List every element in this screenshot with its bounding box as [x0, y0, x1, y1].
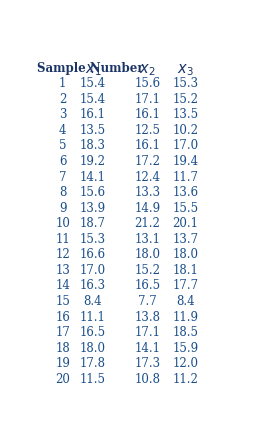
Text: 15: 15 — [55, 295, 70, 308]
Text: 11.2: 11.2 — [173, 373, 199, 386]
Text: 13.5: 13.5 — [80, 124, 106, 137]
Text: Sample Number: Sample Number — [36, 62, 143, 75]
Text: 12.0: 12.0 — [173, 357, 199, 370]
Text: 21.2: 21.2 — [134, 217, 160, 230]
Text: 15.4: 15.4 — [80, 93, 106, 106]
Text: 17.1: 17.1 — [134, 326, 160, 339]
Text: 14.9: 14.9 — [134, 202, 160, 214]
Text: 13.3: 13.3 — [134, 186, 160, 199]
Text: 13.9: 13.9 — [80, 202, 106, 214]
Text: 16.5: 16.5 — [80, 326, 106, 339]
Text: 11.5: 11.5 — [80, 373, 106, 386]
Text: 16.1: 16.1 — [134, 139, 160, 152]
Text: 2: 2 — [59, 93, 66, 106]
Text: 16: 16 — [55, 310, 70, 324]
Text: 9: 9 — [59, 202, 67, 214]
Text: 19.4: 19.4 — [173, 155, 199, 168]
Text: 11: 11 — [55, 233, 70, 246]
Text: 18.5: 18.5 — [173, 326, 199, 339]
Text: 15.2: 15.2 — [173, 93, 199, 106]
Text: 18.3: 18.3 — [80, 139, 106, 152]
Text: 20: 20 — [55, 373, 70, 386]
Text: 20.1: 20.1 — [173, 217, 199, 230]
Text: $\mathbf{\mathit{x}}_2$: $\mathbf{\mathit{x}}_2$ — [139, 62, 156, 78]
Text: 12.5: 12.5 — [134, 124, 160, 137]
Text: 15.3: 15.3 — [80, 233, 106, 246]
Text: 4: 4 — [59, 124, 67, 137]
Text: 18.0: 18.0 — [134, 248, 160, 262]
Text: 15.4: 15.4 — [80, 77, 106, 90]
Text: 11.1: 11.1 — [80, 310, 106, 324]
Text: 15.3: 15.3 — [173, 77, 199, 90]
Text: 16.1: 16.1 — [134, 108, 160, 121]
Text: 17.2: 17.2 — [134, 155, 160, 168]
Text: 8.4: 8.4 — [84, 295, 102, 308]
Text: 15.9: 15.9 — [173, 341, 199, 355]
Text: 14.1: 14.1 — [80, 170, 106, 183]
Text: 17.8: 17.8 — [80, 357, 106, 370]
Text: 13.5: 13.5 — [173, 108, 199, 121]
Text: 16.5: 16.5 — [134, 279, 160, 293]
Text: 18.0: 18.0 — [173, 248, 199, 262]
Text: 17.3: 17.3 — [134, 357, 160, 370]
Text: 7.7: 7.7 — [138, 295, 157, 308]
Text: 18.0: 18.0 — [80, 341, 106, 355]
Text: 14.1: 14.1 — [134, 341, 160, 355]
Text: 3: 3 — [59, 108, 67, 121]
Text: 19: 19 — [55, 357, 70, 370]
Text: 12.4: 12.4 — [134, 170, 160, 183]
Text: 17.0: 17.0 — [173, 139, 199, 152]
Text: 13.6: 13.6 — [173, 186, 199, 199]
Text: 14: 14 — [55, 279, 70, 293]
Text: 7: 7 — [59, 170, 67, 183]
Text: 10.2: 10.2 — [173, 124, 199, 137]
Text: 17: 17 — [55, 326, 70, 339]
Text: 17.1: 17.1 — [134, 93, 160, 106]
Text: 1: 1 — [59, 77, 66, 90]
Text: 17.0: 17.0 — [80, 264, 106, 277]
Text: 18: 18 — [55, 341, 70, 355]
Text: $\mathbf{\mathit{x}}_3$: $\mathbf{\mathit{x}}_3$ — [177, 62, 194, 78]
Text: 13.7: 13.7 — [173, 233, 199, 246]
Text: 12: 12 — [55, 248, 70, 262]
Text: 5: 5 — [59, 139, 67, 152]
Text: 16.3: 16.3 — [80, 279, 106, 293]
Text: 13.8: 13.8 — [134, 310, 160, 324]
Text: 17.7: 17.7 — [173, 279, 199, 293]
Text: 18.1: 18.1 — [173, 264, 199, 277]
Text: 10.8: 10.8 — [134, 373, 160, 386]
Text: 16.6: 16.6 — [80, 248, 106, 262]
Text: 10: 10 — [55, 217, 70, 230]
Text: 18.7: 18.7 — [80, 217, 106, 230]
Text: 19.2: 19.2 — [80, 155, 106, 168]
Text: 15.6: 15.6 — [80, 186, 106, 199]
Text: 8.4: 8.4 — [176, 295, 195, 308]
Text: 8: 8 — [59, 186, 66, 199]
Text: 6: 6 — [59, 155, 67, 168]
Text: 13: 13 — [55, 264, 70, 277]
Text: 11.9: 11.9 — [173, 310, 199, 324]
Text: 15.5: 15.5 — [173, 202, 199, 214]
Text: $\mathbf{\mathit{x}}_1$: $\mathbf{\mathit{x}}_1$ — [84, 62, 101, 78]
Text: 15.6: 15.6 — [134, 77, 160, 90]
Text: 11.7: 11.7 — [173, 170, 199, 183]
Text: 13.1: 13.1 — [134, 233, 160, 246]
Text: 16.1: 16.1 — [80, 108, 106, 121]
Text: 15.2: 15.2 — [134, 264, 160, 277]
